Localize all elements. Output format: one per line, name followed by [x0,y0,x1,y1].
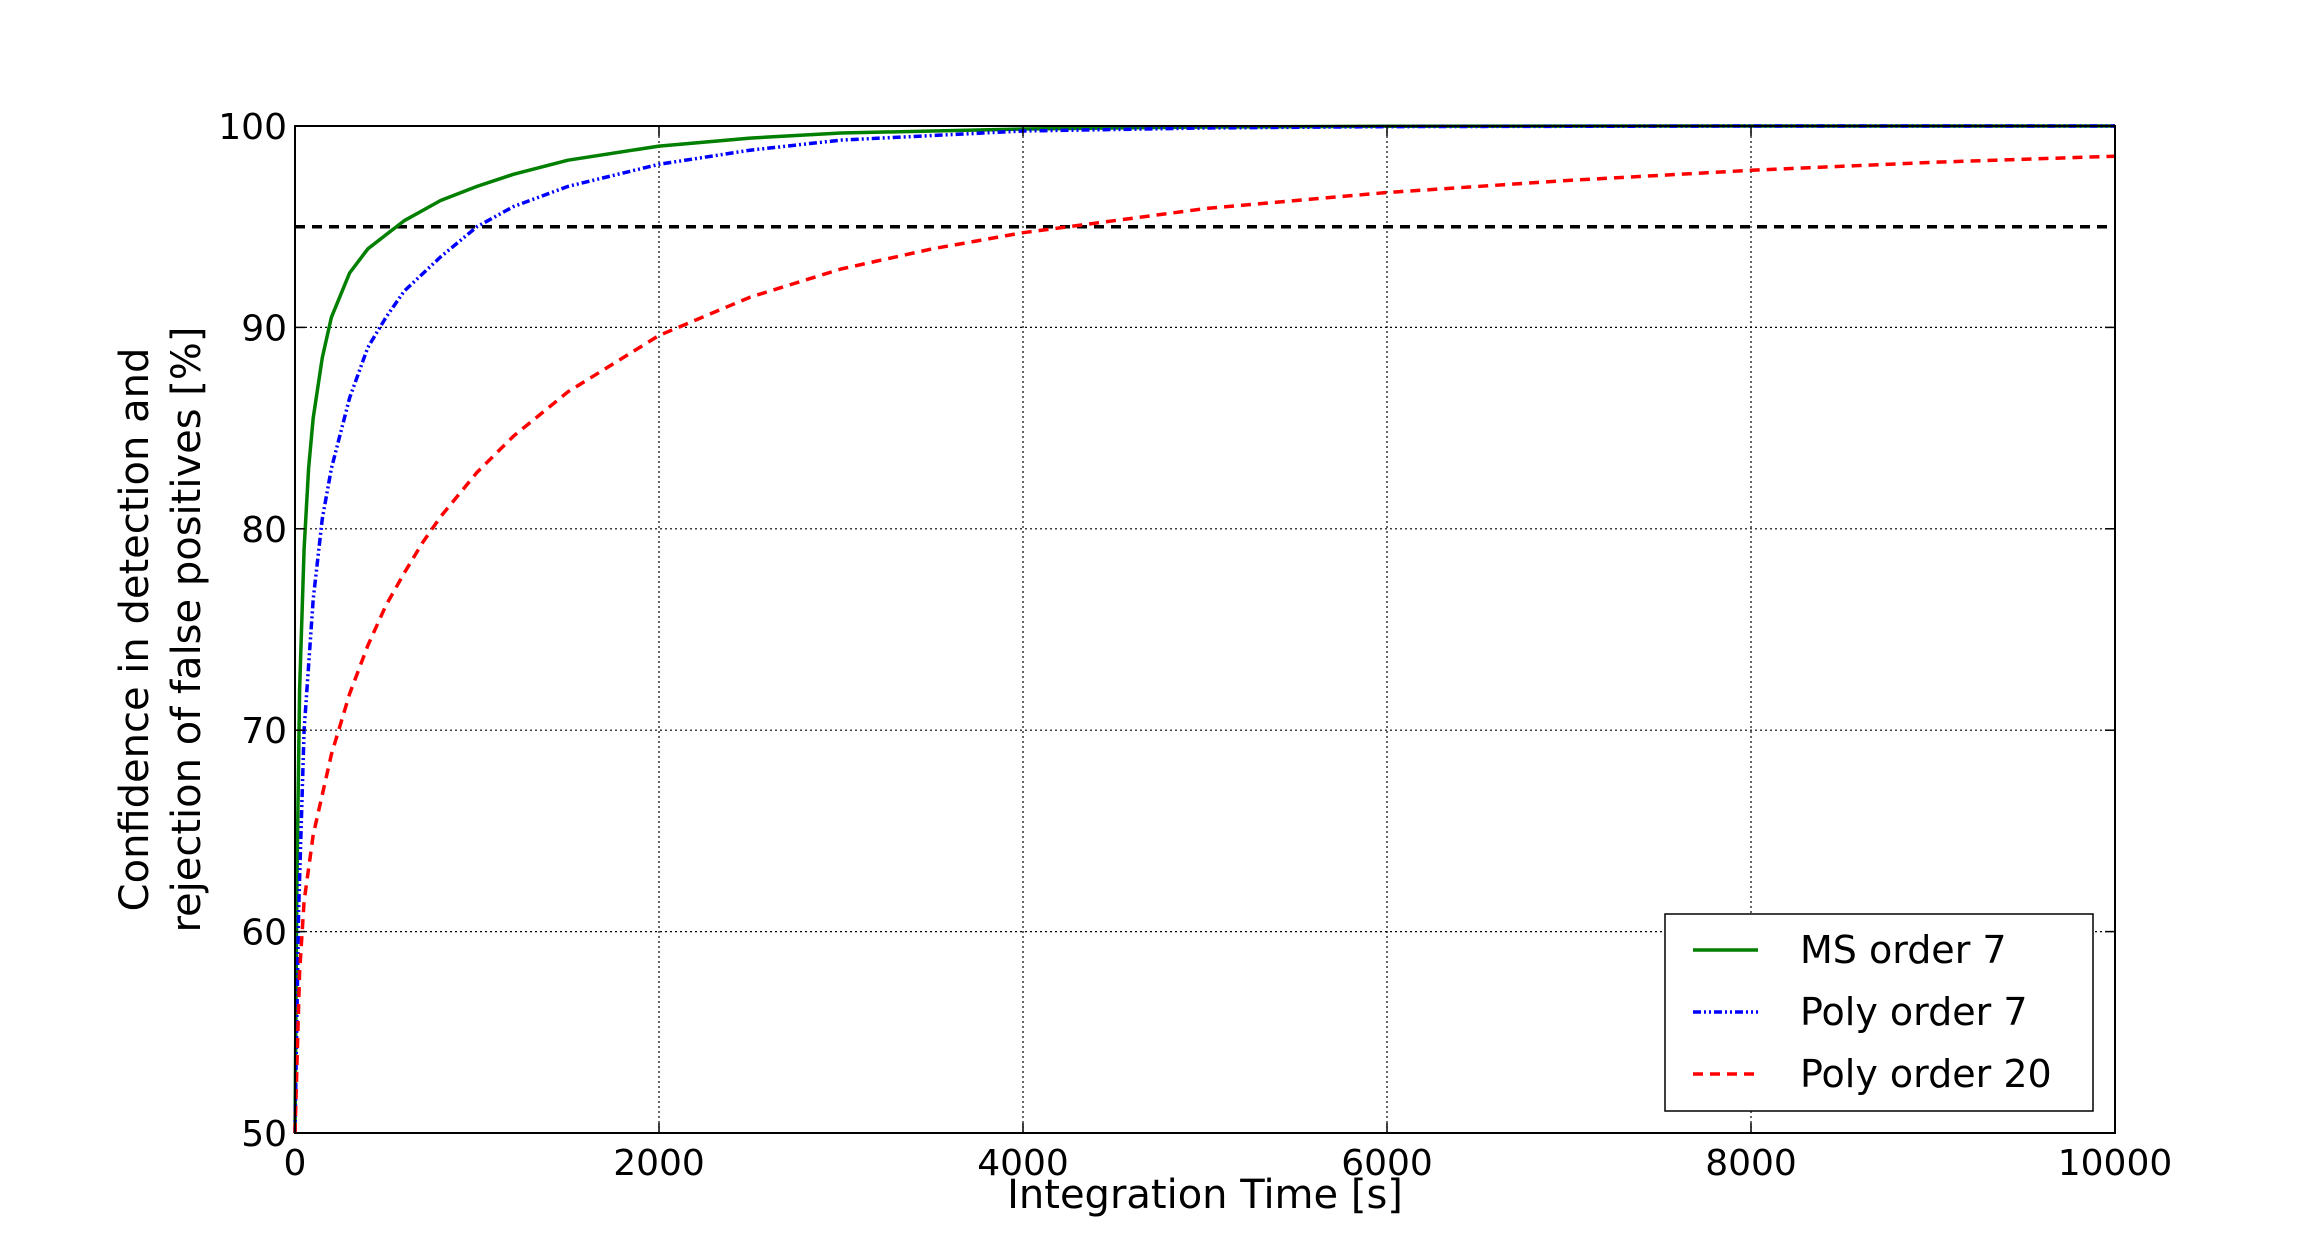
x-tick-label: 0 [284,1143,307,1184]
y-tick-label: 60 [241,913,287,954]
legend-label: Poly order 20 [1800,1052,2052,1096]
y-tick-label: 80 [241,510,287,551]
x-tick-label: 6000 [1341,1143,1433,1184]
y-tick-label: 100 [218,107,287,148]
x-tick-label: 8000 [1705,1143,1797,1184]
x-tick-label: 10000 [2058,1143,2173,1184]
y-axis-label-line2: rejection of false positives [%] [164,326,210,932]
y-axis-label-line1: Confidence in detection and [112,348,158,912]
x-axis-label: Integration Time [s] [1007,1172,1403,1218]
x-tick-label: 4000 [977,1143,1069,1184]
series-line [293,124,2115,1134]
x-tick-label: 2000 [613,1143,705,1184]
legend-box [1664,913,2094,1112]
y-tick-label: 50 [241,1114,287,1155]
plot-frame [294,125,2116,1134]
y-tick-label: 90 [241,308,287,349]
legend-label: Poly order 7 [1800,990,2028,1034]
legend: MS order 7 Poly order 7 Poly order 20 [1664,913,2094,1112]
axis-ticks [294,125,2116,1134]
y-tick-label: 70 [241,711,287,752]
legend-label: MS order 7 [1800,928,2007,972]
tick-labels: 0 2000 4000 6000 8000 10000 50 60 70 80 90 100 [218,107,2172,1184]
y-axis-label: Confidence in detection and rejection of… [112,326,210,932]
series-line [293,154,2116,1134]
